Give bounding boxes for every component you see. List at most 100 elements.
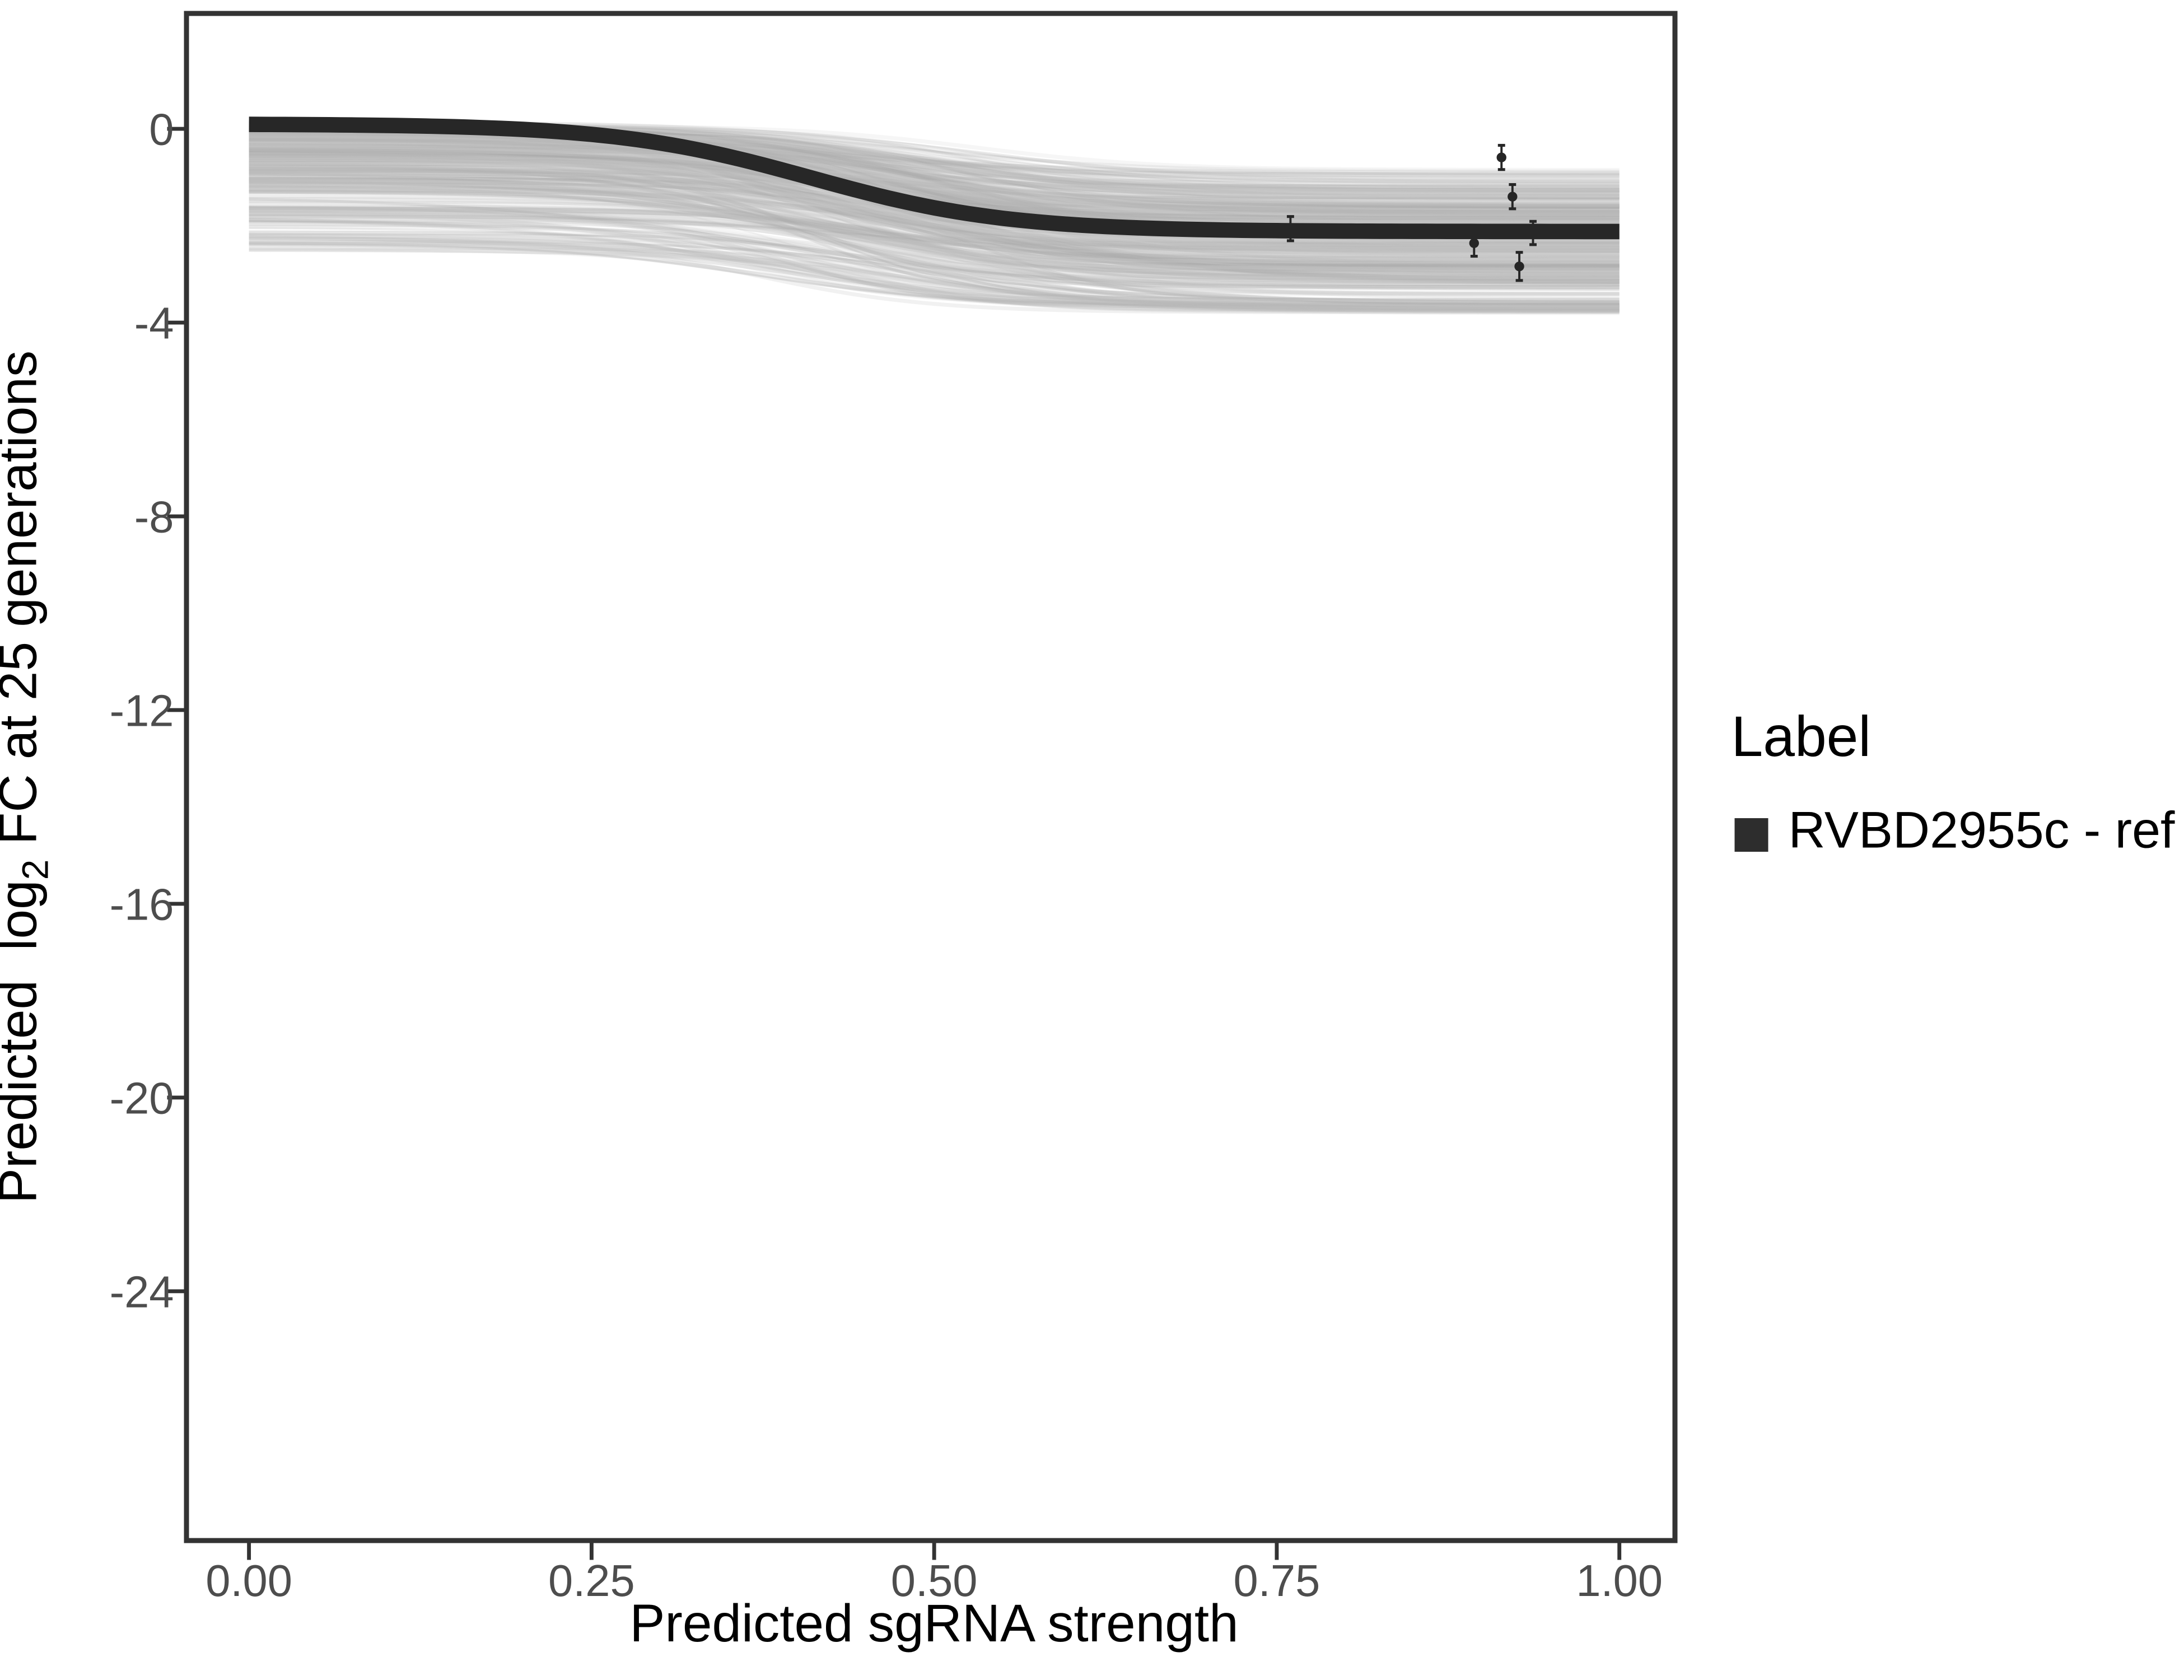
ensemble-line: [249, 247, 1620, 313]
ensemble-line: [249, 192, 1620, 295]
ensemble-line: [249, 230, 1620, 307]
ensemble-line: [249, 223, 1620, 311]
ensemble-line: [249, 169, 1620, 253]
ensemble-line: [249, 190, 1620, 290]
error-bar-bottom-cap: [1509, 207, 1516, 211]
ensemble-line: [249, 211, 1620, 276]
ensemble-line: [249, 178, 1620, 305]
point-range: [1514, 251, 1524, 282]
ensemble-line: [249, 236, 1620, 315]
ensemble-line: [249, 159, 1620, 209]
ensemble-line: [249, 135, 1620, 202]
error-bar-bottom-cap: [1470, 255, 1478, 258]
ensemble-line: [249, 161, 1620, 217]
ensemble-line: [249, 136, 1620, 187]
ensemble-line: [249, 221, 1620, 312]
ensemble-line: [249, 190, 1620, 250]
ensemble-line: [249, 249, 1620, 313]
ensemble-line: [249, 139, 1620, 263]
ensemble-line: [249, 142, 1620, 211]
ensemble-line: [249, 178, 1620, 281]
ensemble-line: [249, 185, 1620, 304]
y-axis-title-subscript: 2: [15, 860, 56, 880]
ensemble-line: [249, 187, 1620, 251]
ensemble-line: [249, 169, 1620, 263]
ensemble-lines: [249, 120, 1620, 315]
ensemble-line: [249, 169, 1620, 286]
ensemble-line: [249, 206, 1620, 270]
ensemble-line: [249, 133, 1620, 207]
ensemble-line: [249, 161, 1620, 269]
ensemble-line: [249, 242, 1620, 306]
ensemble-line: [249, 214, 1620, 307]
ensemble-line: [249, 132, 1620, 209]
y-axis-title: Predicted log2 FC at 25 generations: [0, 351, 56, 1203]
ensemble-line: [249, 147, 1620, 199]
ensemble-line: [249, 234, 1620, 310]
ensemble-line: [249, 241, 1620, 309]
ensemble-line: [249, 176, 1620, 273]
legend: Label RVBD2955c - ref: [1732, 704, 2176, 859]
ensemble-line: [249, 136, 1620, 259]
ensemble-line: [249, 233, 1620, 311]
ensemble-line: [249, 140, 1620, 213]
ensemble-line: [249, 144, 1620, 204]
ensemble-line: [249, 157, 1620, 263]
ensemble-line: [249, 143, 1620, 215]
legend-key-swatch: [1734, 818, 1768, 852]
ensemble-line: [249, 167, 1620, 284]
ensemble-line: [249, 183, 1620, 287]
ensemble-line: [249, 189, 1620, 307]
ensemble-line: [249, 180, 1620, 270]
x-tick-label: 1.00: [1576, 1556, 1663, 1606]
ensemble-line: [249, 166, 1620, 217]
ensemble-line: [249, 173, 1620, 301]
data-point-dot: [1496, 152, 1506, 162]
ensemble-line: [249, 147, 1620, 275]
ensemble-line: [249, 144, 1620, 218]
ensemble-line: [249, 147, 1620, 270]
ensemble-line: [249, 134, 1620, 199]
ensemble-line: [249, 213, 1620, 306]
ensemble-line: [249, 151, 1620, 215]
ensemble-line: [249, 166, 1620, 278]
ensemble-line: [249, 151, 1620, 223]
ensemble-line: [249, 176, 1620, 287]
ensemble-line: [249, 234, 1620, 281]
ensemble-line: [249, 166, 1620, 289]
ensemble-line: [249, 185, 1620, 289]
y-tick-label: -12: [110, 685, 174, 735]
ensemble-line: [249, 213, 1620, 308]
ensemble-line: [249, 240, 1620, 306]
ensemble-line: [249, 239, 1620, 313]
ensemble-line: [249, 133, 1620, 261]
ensemble-line: [249, 141, 1620, 250]
ensemble-line: [249, 206, 1620, 286]
ensemble-line: [249, 144, 1620, 249]
ensemble-line: [249, 133, 1620, 248]
error-bar-top-cap: [1509, 183, 1516, 186]
ensemble-line: [249, 162, 1620, 259]
ensemble-line: [249, 160, 1620, 259]
ensemble-line: [249, 139, 1620, 267]
ensemble-line: [249, 133, 1620, 217]
ensemble-line: [249, 150, 1620, 213]
ensemble-line: [249, 137, 1620, 262]
ensemble-line: [249, 133, 1620, 244]
error-bar-top-cap: [1529, 220, 1537, 223]
ensemble-line: [249, 138, 1620, 212]
ensemble-line: [249, 161, 1620, 277]
ensemble-line: [249, 245, 1620, 300]
ensemble-line: [249, 141, 1620, 193]
ensemble-line: [249, 204, 1620, 315]
ensemble-line: [249, 200, 1620, 259]
ensemble-line: [249, 144, 1620, 241]
ensemble-line: [249, 141, 1620, 213]
y-tick-label: -4: [134, 298, 174, 348]
ensemble-line: [249, 130, 1620, 251]
ensemble-line: [249, 148, 1620, 206]
ensemble-line: [249, 152, 1620, 208]
ensemble-line: [249, 231, 1620, 309]
